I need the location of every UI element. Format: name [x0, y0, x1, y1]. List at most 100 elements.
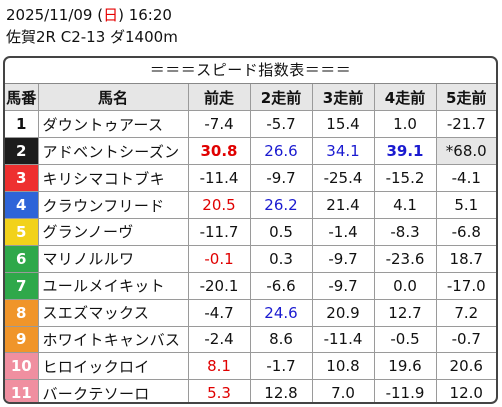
- table-row: 8 スエズマックス -4.7 24.6 20.9 12.7 7.2: [5, 299, 496, 327]
- speed-index-cell: *68.0: [436, 137, 496, 166]
- header-row: 馬番 馬名 前走 2走前 3走前 4走前 5走前: [5, 84, 496, 112]
- horse-name: キリシマコトブキ: [38, 164, 189, 193]
- table-title: ＝＝＝スピード指数表＝＝＝: [5, 58, 496, 84]
- horse-name: ホワイトキャンバス: [38, 326, 189, 354]
- horse-number: 11: [5, 379, 39, 402]
- speed-index-cell: 26.6: [250, 137, 313, 166]
- race-info: 佐賀2R C2-13 ダ1400m: [6, 28, 178, 46]
- speed-index-cell: -8.3: [374, 218, 437, 246]
- horse-name: ユールメイキット: [38, 272, 189, 300]
- table-row: 7 ユールメイキット -20.1 -6.6 -9.7 0.0 -17.0: [5, 272, 496, 300]
- speed-index-cell: 0.0: [374, 272, 437, 300]
- speed-index-cell: 0.3: [250, 245, 313, 273]
- speed-index-cell: 7.0: [312, 379, 375, 402]
- speed-index-cell: -5.7: [250, 110, 313, 139]
- column-header: 5走前: [436, 84, 496, 112]
- column-header: 2走前: [250, 84, 313, 112]
- speed-index-cell: 19.6: [374, 352, 437, 381]
- table-row: 6 マリノルルワ -0.1 0.3 -9.7 -23.6 18.7: [5, 245, 496, 273]
- speed-index-cell: -0.1: [188, 245, 251, 273]
- speed-index-cell: -6.6: [250, 272, 313, 300]
- speed-index-table: 馬番 馬名 前走 2走前 3走前 4走前 5走前 1 ダウントゥアース -7.4 -5…: [5, 84, 496, 403]
- column-header: 3走前: [312, 84, 375, 112]
- speed-index-cell: 7.2: [436, 299, 496, 327]
- horse-number: 5: [5, 218, 39, 246]
- speed-index-cell: 15.4: [312, 110, 375, 139]
- speed-index-cell: -4.7: [188, 299, 251, 327]
- speed-index-cell: -9.7: [312, 272, 375, 300]
- column-header: 4走前: [374, 84, 437, 112]
- table-row: 2 アドベントシーズン 30.8 26.6 34.1 39.1 *68.0: [5, 137, 496, 166]
- table-row: 3 キリシマコトブキ -11.4 -9.7 -25.4 -15.2 -4.1: [5, 164, 496, 193]
- speed-index-cell: 34.1: [312, 137, 375, 166]
- speed-index-cell: 20.6: [436, 352, 496, 381]
- speed-index-cell: 21.4: [312, 191, 375, 219]
- horse-name: ヒロイックロイ: [38, 352, 189, 381]
- speed-index-cell: -4.1: [436, 164, 496, 193]
- speed-index-cell: 12.8: [250, 379, 313, 402]
- speed-index-cell: 18.7: [436, 245, 496, 273]
- speed-index-cell: -1.4: [312, 218, 375, 246]
- date-line: 2025/11/09 (日) 16:20: [6, 4, 178, 26]
- horse-name: マリノルルワ: [38, 245, 189, 273]
- speed-index-cell: -11.7: [188, 218, 251, 246]
- speed-index-table-frame: ＝＝＝スピード指数表＝＝＝ 馬番 馬名 前走 2走前 3走前 4走前 5走前 1…: [3, 56, 498, 404]
- speed-index-cell: -11.4: [188, 164, 251, 193]
- speed-index-cell: 5.1: [436, 191, 496, 219]
- speed-index-cell: -23.6: [374, 245, 437, 273]
- table-row: 10 ヒロイックロイ 8.1 -1.7 10.8 19.6 20.6: [5, 352, 496, 381]
- horse-number: 1: [5, 110, 39, 139]
- table-row: 1 ダウントゥアース -7.4 -5.7 15.4 1.0 -21.7: [5, 110, 496, 139]
- speed-index-cell: -0.7: [436, 326, 496, 354]
- table-row: 11 バークテソーロ 5.3 12.8 7.0 -11.9 12.0: [5, 379, 496, 403]
- speed-index-cell: 20.9: [312, 299, 375, 327]
- speed-index-cell: -21.7: [436, 110, 496, 139]
- speed-index-cell: 8.6: [250, 326, 313, 354]
- speed-index-cell: 39.1: [374, 137, 437, 166]
- speed-index-cell: 20.5: [188, 191, 251, 219]
- horse-name: スエズマックス: [38, 299, 189, 327]
- horse-number: 4: [5, 191, 39, 219]
- speed-index-cell: -7.4: [188, 110, 251, 139]
- horse-number: 8: [5, 299, 39, 327]
- speed-index-cell: -11.9: [374, 379, 437, 402]
- horse-name: ダウントゥアース: [38, 110, 189, 139]
- speed-index-cell: 26.2: [250, 191, 313, 219]
- horse-name: バークテソーロ: [38, 379, 189, 402]
- time-text: ) 16:20: [118, 6, 172, 24]
- horse-name: グランノーヴ: [38, 218, 189, 246]
- horse-name: アドベントシーズン: [38, 137, 189, 166]
- speed-index-cell: 12.0: [449, 384, 483, 403]
- speed-index-cell: -2.4: [188, 326, 251, 354]
- table-row: 4 クラウンフリード 20.5 26.2 21.4 4.1 5.1: [5, 191, 496, 219]
- speed-index-cell: -6.8: [436, 218, 496, 246]
- race-header: 2025/11/09 (日) 16:20 佐賀2R C2-13 ダ1400m: [6, 4, 178, 48]
- speed-index-cell: 8.1: [188, 352, 251, 381]
- column-header: 前走: [188, 84, 251, 112]
- column-header: 馬番: [5, 84, 39, 112]
- speed-index-cell: 12.7: [374, 299, 437, 327]
- speed-index-cell: -25.4: [312, 164, 375, 193]
- horse-number: 10: [5, 352, 39, 381]
- column-header: 馬名: [38, 84, 189, 112]
- speed-index-cell: 5.3: [188, 379, 251, 402]
- speed-index-cell: -15.2: [374, 164, 437, 193]
- speed-index-cell: 30.8: [188, 137, 251, 166]
- horse-number: 9: [5, 326, 39, 354]
- horse-number: 2: [5, 137, 39, 166]
- horse-number: 6: [5, 245, 39, 273]
- horse-name: クラウンフリード: [38, 191, 189, 219]
- date-text: 2025/11/09 (: [6, 6, 104, 24]
- speed-index-cell: 0.5: [250, 218, 313, 246]
- speed-index-cell: -0.5: [374, 326, 437, 354]
- speed-index-cell: 1.0: [374, 110, 437, 139]
- speed-index-cell: -20.1: [188, 272, 251, 300]
- speed-index-cell: 4.1: [374, 191, 437, 219]
- day-of-week: 日: [103, 6, 119, 24]
- table-row: 5 グランノーヴ -11.7 0.5 -1.4 -8.3 -6.8: [5, 218, 496, 246]
- table-row: 9 ホワイトキャンバス -2.4 8.6 -11.4 -0.5 -0.7: [5, 326, 496, 354]
- speed-index-cell: 10.8: [312, 352, 375, 381]
- speed-index-cell: 24.6: [250, 299, 313, 327]
- speed-index-cell: -17.0: [436, 272, 496, 300]
- speed-index-cell: -1.7: [250, 352, 313, 381]
